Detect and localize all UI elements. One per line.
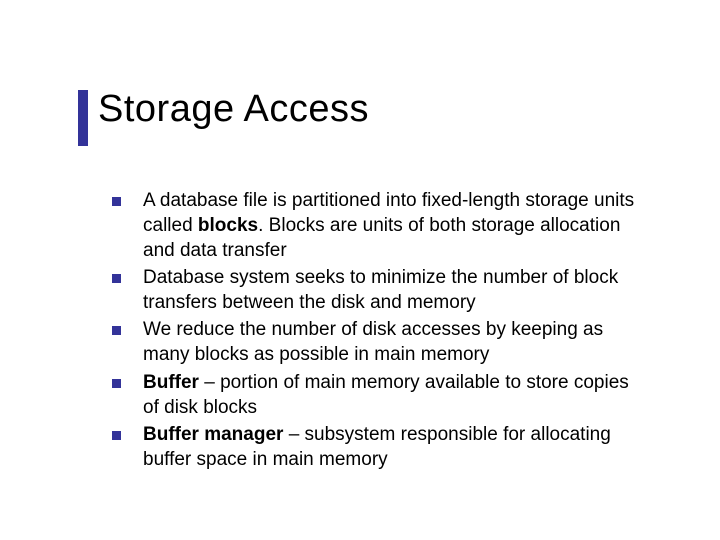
bullet-list: A database file is partitioned into fixe… (112, 188, 648, 474)
list-item: Buffer manager – subsystem responsible f… (112, 422, 648, 472)
list-item: Database system seeks to minimize the nu… (112, 265, 648, 315)
bullet-text: Buffer – portion of main memory availabl… (143, 370, 648, 420)
list-item: We reduce the number of disk accesses by… (112, 317, 648, 367)
bullet-text: Buffer manager – subsystem responsible f… (143, 422, 648, 472)
bullet-icon (112, 197, 121, 206)
bullet-icon (112, 326, 121, 335)
list-item: Buffer – portion of main memory availabl… (112, 370, 648, 420)
list-item: A database file is partitioned into fixe… (112, 188, 648, 263)
bullet-icon (112, 431, 121, 440)
bullet-text: Database system seeks to minimize the nu… (143, 265, 648, 315)
title-accent-bar (78, 90, 88, 146)
bullet-icon (112, 274, 121, 283)
slide-title: Storage Access (98, 88, 369, 131)
bullet-text: We reduce the number of disk accesses by… (143, 317, 648, 367)
bullet-text: A database file is partitioned into fixe… (143, 188, 648, 263)
bullet-icon (112, 379, 121, 388)
